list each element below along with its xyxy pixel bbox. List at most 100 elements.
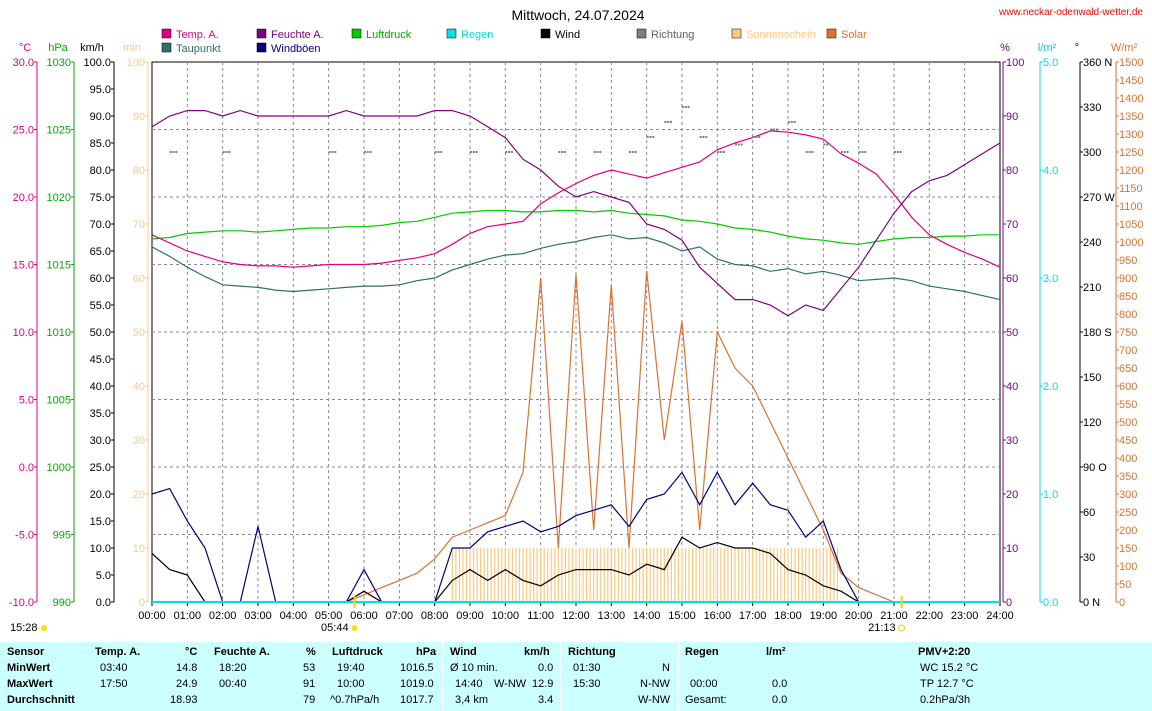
direction-point	[364, 151, 366, 153]
axis-label-temp: 25.0	[13, 125, 34, 137]
x-tick-label: 23:00	[951, 610, 979, 622]
direction-point	[646, 136, 649, 138]
axis-label-dir: 270 W	[1083, 192, 1115, 204]
direction-point	[440, 151, 443, 153]
axis-label-wind: 10.0	[90, 543, 111, 555]
axis-label-temp: -10.0	[9, 597, 34, 609]
stats-row-min: MinWert	[7, 662, 51, 674]
axis-label-solar: 300	[1119, 489, 1137, 501]
direction-point	[699, 136, 702, 138]
axis-label-solar: 250	[1119, 507, 1137, 519]
x-tick-label: 02:00	[209, 610, 237, 622]
axis-label-dir: 210	[1083, 282, 1101, 294]
axis-label-wind: 70.0	[90, 219, 111, 231]
stats-hum-avg: 79	[303, 694, 316, 706]
direction-point	[634, 151, 637, 153]
axis-label-wind: 25.0	[90, 462, 111, 474]
legend-swatch	[256, 42, 267, 53]
x-tick-label: 14:00	[633, 610, 661, 622]
axis-label-dir: 60	[1083, 507, 1095, 519]
direction-point	[752, 136, 755, 138]
x-tick-label: 00:00	[138, 610, 166, 622]
axis-label-wind: 5.0	[96, 570, 111, 582]
stats-pmv-header: PMV+2:20	[918, 646, 971, 658]
axis-label-temp: 20.0	[13, 192, 34, 204]
axis-label-hum: 100	[1006, 57, 1024, 69]
x-tick-label: 13:00	[598, 610, 626, 622]
axis-label-solar: 750	[1119, 327, 1137, 339]
direction-point	[599, 151, 602, 153]
direction-point	[684, 106, 687, 108]
direction-point	[858, 151, 861, 153]
direction-point	[225, 151, 228, 153]
stats-wind-dist: 3,4 km	[455, 694, 489, 706]
direction-point	[788, 121, 790, 123]
legend-swatch	[540, 28, 551, 39]
axis-label-temp: -5.0	[15, 530, 34, 542]
axis-units: °C hPa km/h min% l/m² ° W/m²	[19, 42, 1138, 54]
direction-point	[687, 106, 690, 108]
stats-press-max-time: 10:00	[337, 678, 365, 690]
stats-wind-max: 12.9	[532, 678, 554, 690]
axis-label-solar: 1150	[1119, 183, 1143, 195]
direction-point	[861, 151, 864, 153]
stats-rain-max: 0.0	[772, 678, 788, 690]
stats-panel: Sensor MinWert MaxWert Durchschnitt Temp…	[0, 642, 1152, 711]
stats-wind-header: Wind	[450, 646, 477, 658]
direction-point	[472, 151, 475, 153]
direction-point	[758, 136, 761, 138]
direction-point	[228, 151, 231, 153]
direction-point	[843, 151, 846, 153]
legend: Temp. A. Taupunkt Feuchte A. Windböen Luftdr…	[161, 28, 867, 55]
axis-label-solar: 0	[1119, 597, 1125, 609]
stats-pmv-dewpoint: TP 12.7 °C	[920, 678, 974, 690]
axis-label-solar: 350	[1119, 471, 1137, 483]
x-tick-label: 05:00	[315, 610, 343, 622]
axis-label-dir: 150	[1083, 372, 1101, 384]
axis-label-rain: 0.0	[1043, 597, 1058, 609]
stats-wind-max-dir: W-NW	[494, 678, 527, 690]
x-tick-label: 09:00	[456, 610, 484, 622]
axis-label-hum: 60	[1006, 273, 1018, 285]
x-tick-label: 21:00	[880, 610, 908, 622]
unit-right: W/m²	[1111, 42, 1138, 54]
direction-point	[328, 151, 331, 153]
legend-swatch	[636, 28, 647, 39]
stats-sensor-header: Sensor	[7, 646, 45, 658]
direction-point	[664, 121, 667, 123]
axis-label-rain: 5.0	[1043, 57, 1058, 69]
axis-label-solar: 600	[1119, 381, 1137, 393]
stats-rain-total-label: Gesamt:	[685, 694, 727, 706]
direction-point	[705, 136, 708, 138]
direction-point	[808, 151, 811, 153]
stats-temp-header: Temp. A.	[95, 646, 141, 658]
direction-point	[366, 151, 369, 153]
direction-point	[682, 106, 684, 108]
legend-label: Richtung	[651, 29, 694, 41]
x-tick-label: 19:00	[810, 610, 838, 622]
axis-label-wind: 15.0	[90, 516, 111, 528]
axis-label-press: 990	[53, 597, 71, 609]
stats-dir-header: Richtung	[568, 646, 616, 658]
x-tick-label: 20:00	[845, 610, 873, 622]
stats-rain-max-time: 00:00	[690, 678, 718, 690]
direction-point	[649, 136, 652, 138]
direction-point	[172, 151, 175, 153]
direction-point	[667, 121, 670, 123]
direction-point	[826, 143, 829, 146]
axis-label-solar: 1000	[1119, 237, 1143, 249]
axis-label-wind: 60.0	[90, 273, 111, 285]
axis-label-wind: 75.0	[90, 192, 111, 204]
site-url[interactable]: www.neckar-odenwald-wetter.de	[998, 7, 1143, 18]
direction-point	[558, 151, 561, 153]
stats-press-unit: hPa	[416, 646, 437, 658]
axis-label-sun: 70	[133, 219, 145, 231]
axis-label-temp: 0.0	[19, 462, 34, 474]
axis-label-solar: 1050	[1119, 219, 1143, 231]
moonrise-icon	[41, 625, 47, 631]
stats-dir-max: N-NW	[640, 678, 670, 690]
axis-label-solar: 500	[1119, 417, 1137, 429]
direction-point	[331, 151, 334, 153]
series-temp-a-	[151, 130, 1001, 268]
axis-label-temp: 5.0	[19, 395, 34, 407]
